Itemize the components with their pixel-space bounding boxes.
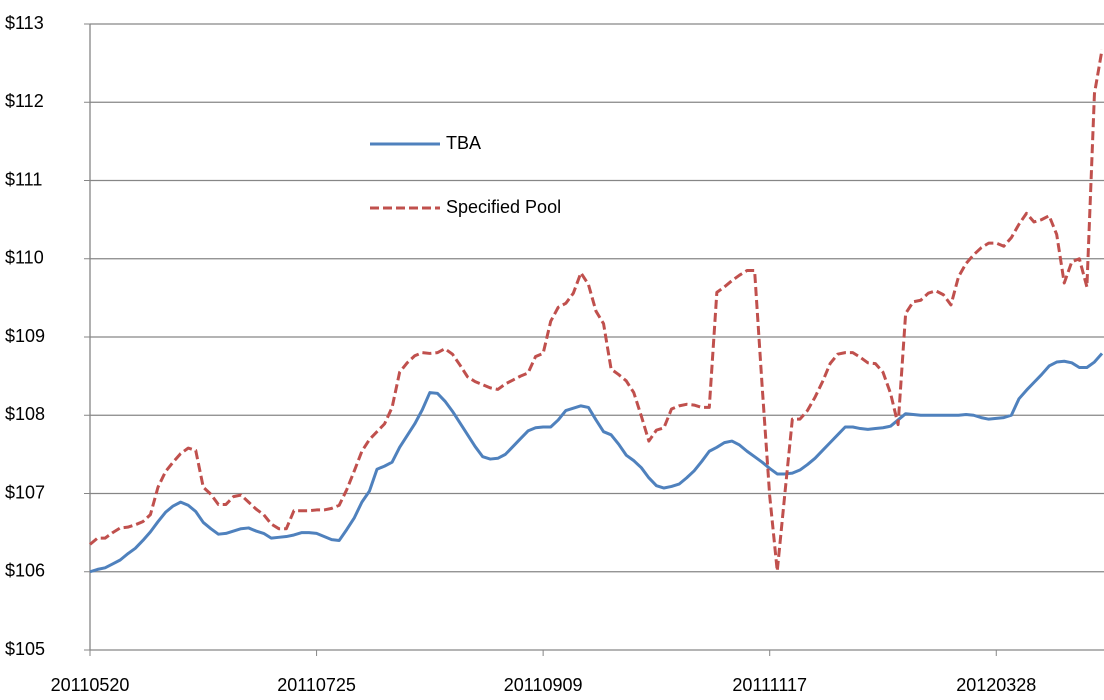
x-tick-label: 20120328 xyxy=(956,675,1036,695)
y-tick-label: $111 xyxy=(5,169,42,189)
y-tick-label: $108 xyxy=(5,404,45,424)
x-tick-label: 20110909 xyxy=(504,675,583,695)
series-line xyxy=(89,352,1104,574)
y-tick-label: $105 xyxy=(5,639,45,659)
y-tick-label: $106 xyxy=(5,561,45,581)
x-tick-label: 20111117 xyxy=(732,675,807,695)
y-tick-label: $112 xyxy=(5,91,44,111)
x-tick-label: 20110725 xyxy=(277,675,356,695)
y-tick-label: $110 xyxy=(5,248,44,268)
series-line xyxy=(89,49,1104,573)
legend-label: TBA xyxy=(446,133,481,153)
legend-label: Specified Pool xyxy=(446,197,561,217)
y-tick-label: $109 xyxy=(5,326,45,346)
y-tick-label: $107 xyxy=(5,482,45,502)
x-tick-label: 20110520 xyxy=(51,675,130,695)
y-tick-label: $113 xyxy=(5,13,44,33)
